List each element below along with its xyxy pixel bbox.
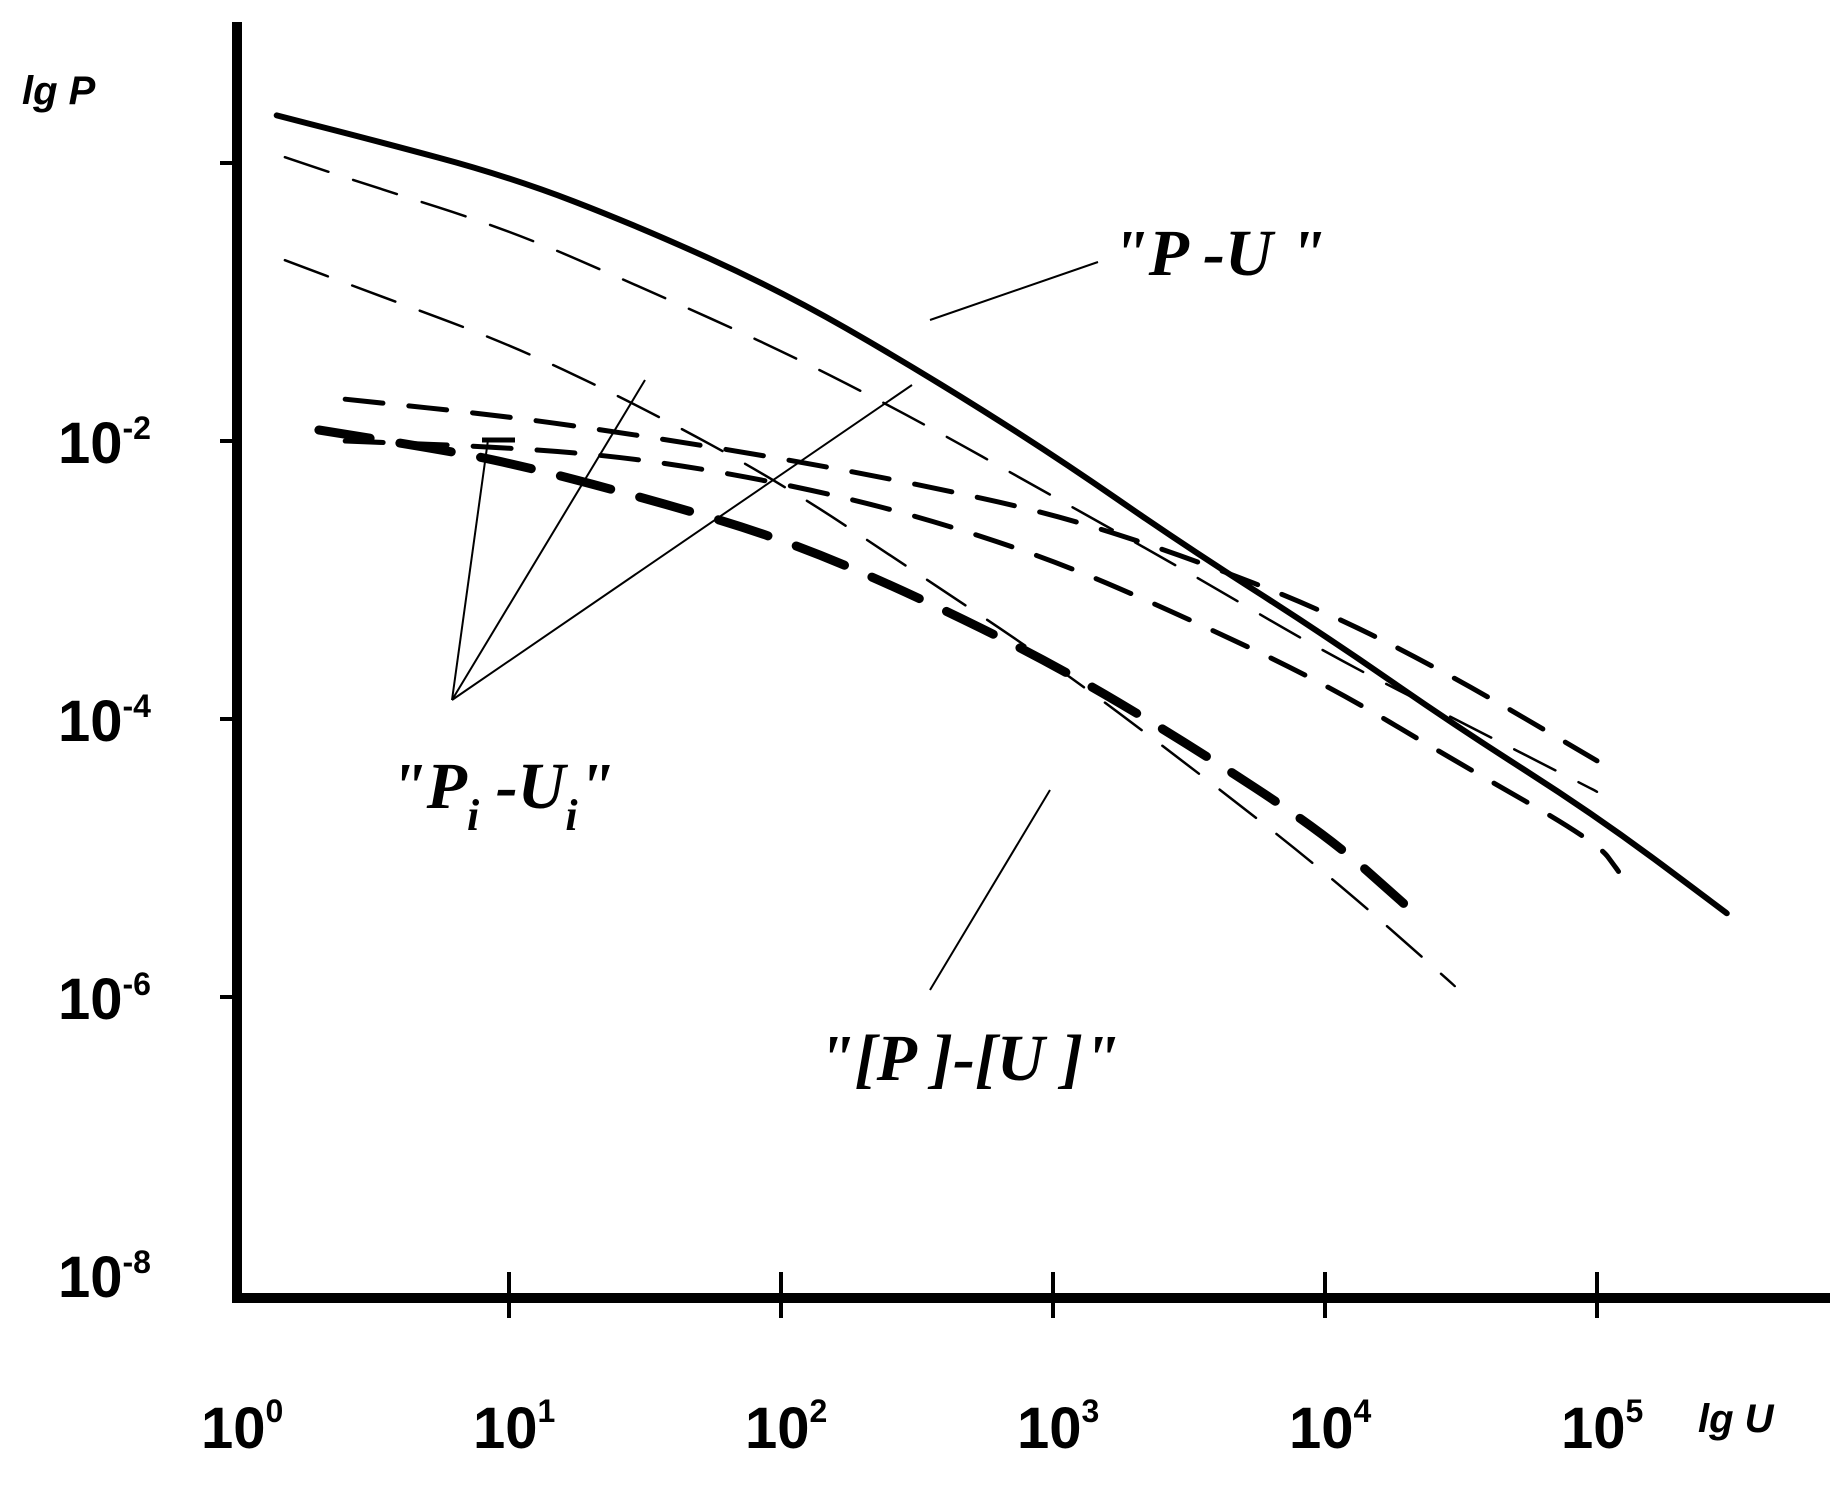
- x-tick-base: 10: [745, 1396, 810, 1461]
- series-line-5: [342, 438, 1622, 874]
- y-tick-label: 10-4: [58, 688, 151, 754]
- annotation-pi-ui-sub: i: [467, 791, 480, 840]
- x-tick-label: 102: [745, 1393, 827, 1461]
- annotation-pi-ui-part: -U: [479, 750, 568, 823]
- x-axis-label: lg U: [1698, 1397, 1775, 1441]
- y-tick-label: 10-2: [58, 410, 151, 476]
- x-tick-base: 10: [1561, 1396, 1626, 1461]
- series-line-1: [273, 112, 1730, 917]
- annotation-pi-ui-part: ": [578, 750, 615, 823]
- x-tick-label: 103: [1017, 1393, 1099, 1461]
- y-tick-base: 10: [58, 689, 123, 754]
- x-tick-exp: 2: [810, 1393, 828, 1429]
- y-tick-base: 10: [58, 967, 123, 1032]
- leader-pi-ui: [451, 379, 646, 701]
- axes: [232, 22, 1830, 1303]
- series-layer: [273, 112, 1730, 988]
- y-axis-label: lg P: [22, 69, 96, 113]
- x-tick-label: 101: [473, 1393, 555, 1461]
- x-tick-base: 10: [473, 1396, 538, 1461]
- x-tick-base: 10: [201, 1396, 266, 1461]
- annotation-pi-ui: "Pi -Ui": [390, 750, 614, 840]
- y-tick-exp: -8: [123, 1244, 151, 1280]
- y-tick-exp: -4: [123, 688, 152, 724]
- leader-pi-ui: [451, 384, 913, 701]
- annotation-pi-ui-sub: i: [565, 791, 578, 840]
- x-tick-label: 105: [1561, 1393, 1643, 1461]
- annotation-pi-ui-part: "P: [390, 750, 468, 823]
- x-tick-exp: 0: [266, 1393, 284, 1429]
- y-tick-base: 10: [58, 1245, 123, 1310]
- leader-lines: [451, 261, 1099, 991]
- x-tick-exp: 4: [1354, 1393, 1372, 1429]
- series-line-3: [283, 258, 1457, 988]
- leader-p-u: [929, 261, 1099, 321]
- leader-pi-ui: [451, 439, 489, 701]
- series-line-4: [342, 396, 1600, 764]
- leader-bracket: [929, 789, 1051, 991]
- y-tick-base: 10: [58, 411, 123, 476]
- y-tick-label: 10-6: [58, 966, 151, 1032]
- y-tick-exp: -6: [123, 966, 151, 1002]
- x-tick-exp: 1: [538, 1393, 556, 1429]
- annotation-p-u: "P -U ": [1112, 217, 1326, 290]
- y-tick-label: 10-8: [58, 1244, 151, 1310]
- x-tick-exp: 3: [1082, 1393, 1100, 1429]
- x-tick-exp: 5: [1626, 1393, 1644, 1429]
- x-tick-label: 104: [1289, 1393, 1372, 1461]
- y-tick-exp: -2: [123, 410, 151, 446]
- series-line-2: [283, 155, 1599, 793]
- x-tick-base: 10: [1289, 1396, 1354, 1461]
- x-tick-label: 100: [201, 1393, 283, 1461]
- annotation-bracket: "[P ]-[U ]": [818, 1022, 1120, 1095]
- series-line-6: [314, 425, 1412, 911]
- x-tick-base: 10: [1017, 1396, 1082, 1461]
